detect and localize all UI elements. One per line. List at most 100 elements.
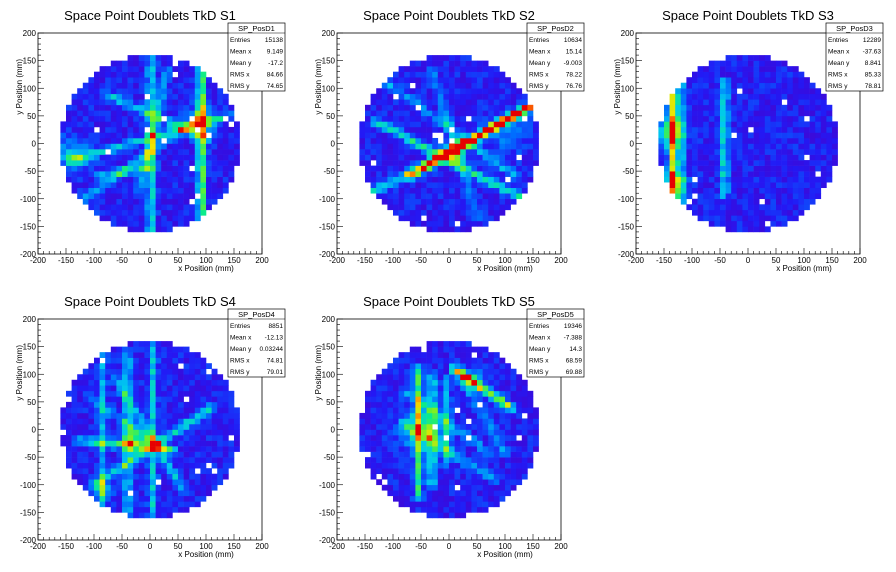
heatmap-bin [155,187,162,194]
heatmap-bin [714,182,721,189]
heatmap-bin [832,149,838,155]
heatmap-bin [809,198,816,205]
heatmap-bin [116,154,123,161]
heatmap-bin [94,457,100,463]
heatmap-bin [105,115,112,122]
heatmap-bin [194,121,201,128]
heatmap-bin [471,115,478,122]
heatmap-bin [122,77,128,84]
heatmap-bin [404,187,411,194]
heatmap-bin [832,126,838,133]
heatmap-bin [110,462,117,469]
heatmap-bin [499,374,506,381]
heatmap-bin [183,82,190,89]
heatmap-bin [66,462,72,469]
heatmap-bin [161,82,168,89]
heatmap-bin [697,154,704,161]
heatmap-bin [449,385,455,392]
heatmap-bin [178,479,184,486]
heatmap-bin [211,368,218,375]
heatmap-bin [150,82,156,89]
heatmap-bin [505,198,511,205]
heatmap-bin [189,187,196,194]
heatmap-bin [387,165,394,172]
panel-2: Space Point Doublets TkD S2-200 -150 -100-… [314,8,585,273]
heatmap-bin [138,462,145,469]
x-tick-label: -100 [86,256,103,265]
heatmap-bin [110,418,117,425]
heatmap-bin [155,220,162,227]
heatmap-bin [753,209,760,216]
stats-label: RMS x [529,72,549,79]
heatmap-bin [809,149,816,155]
heatmap-bin [116,446,123,452]
heatmap-bin [809,165,816,172]
heatmap-bin [161,512,168,519]
heatmap-bin [776,193,782,200]
heatmap-bin [437,149,444,155]
heatmap-bin [110,374,117,381]
heatmap-bin [166,176,173,183]
x-tick-label: -100 [385,542,402,551]
heatmap-bin [742,209,749,216]
heatmap-bin [166,346,173,353]
heatmap-bin [753,115,760,122]
heatmap-bin [477,423,483,430]
heatmap-bin [189,126,196,133]
heatmap-bin [432,176,439,183]
heatmap-bin [398,407,405,414]
heatmap-bin [105,93,112,100]
heatmap-bin [189,440,196,447]
heatmap-bin [809,171,816,177]
heatmap-bin [449,77,455,84]
heatmap-bin [189,66,196,72]
heatmap-bin [122,99,128,106]
heatmap-bin [432,429,439,436]
heatmap-bin [454,423,461,430]
heatmap-bin [533,423,539,430]
heatmap-bin [99,165,106,172]
heatmap-bin [133,209,140,216]
heatmap-bin [697,132,704,139]
heatmap-bin [787,171,794,177]
heatmap-bin [493,418,500,425]
heatmap-bin [454,77,461,84]
heatmap-bin [443,193,450,200]
heatmap-bin [533,446,539,452]
heatmap-bin [99,132,106,139]
heatmap-bin [228,457,235,463]
heatmap-bin [99,363,106,370]
heatmap-bin [437,110,444,117]
heatmap-bin [804,82,810,89]
heatmap-bin [493,99,500,106]
heatmap-bin [742,99,749,106]
heatmap-bin [116,93,123,100]
heatmap-bin [122,209,128,216]
heatmap-bin [161,121,168,128]
heatmap-bin [493,390,500,397]
heatmap-bin [77,187,84,194]
heatmap-bin [781,149,788,155]
heatmap-bin [426,132,433,139]
heatmap-bin [409,137,416,144]
heatmap-bin [138,209,145,216]
heatmap-bin [110,506,117,513]
heatmap-bin [370,115,377,122]
heatmap-bin [398,93,405,100]
heatmap-bin [144,121,151,128]
heatmap-bin [471,429,478,436]
heatmap-bin [697,99,704,106]
x-tick-label: -150 [656,256,673,265]
heatmap-bin [161,176,168,183]
heatmap-bin [477,479,483,486]
heatmap-bin [189,154,196,161]
heatmap-bin [155,165,162,172]
heatmap-bin [66,132,72,139]
heatmap-bin [460,396,467,403]
heatmap-bin [499,462,506,469]
heatmap-bin [155,149,162,155]
heatmap-bin [753,55,760,61]
heatmap-bin [150,209,156,216]
heatmap-bin [527,451,534,458]
heatmap-bin [658,137,665,144]
